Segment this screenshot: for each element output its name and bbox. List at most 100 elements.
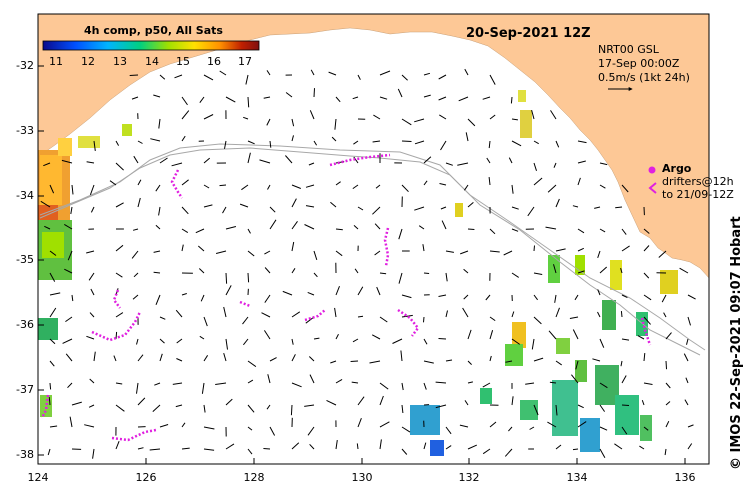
current-arrow [137,354,144,362]
current-arrow [423,316,425,323]
current-arrow [353,156,359,164]
current-arrow [569,316,579,319]
current-arrow [658,250,667,258]
current-arrow [86,250,95,254]
current-arrow [225,285,232,296]
current-arrow [115,331,118,340]
current-arrow [357,206,364,211]
current-arrow [335,228,343,231]
current-arrow [199,96,205,103]
current-arrow [159,316,166,320]
current-arrow [663,312,667,318]
current-arrow [357,418,362,428]
current-arrow [621,404,630,406]
current-arrow [69,416,73,428]
current-arrow [291,382,302,388]
current-arrow [439,183,447,186]
current-arrow [489,228,496,235]
current-arrow [133,272,139,278]
land-australia [37,13,710,279]
current-arrow [615,206,623,209]
current-arrow [533,177,543,186]
current-arrow [291,442,300,450]
current-arrow [330,201,337,208]
current-arrow [215,382,227,385]
current-arrow [335,286,340,296]
current-arrow [49,292,61,296]
current-arrow [423,382,427,390]
current-arrow [460,250,469,255]
current-arrow [86,161,95,164]
current-arrow [150,138,161,142]
current-arrow [687,294,696,300]
current-arrow [414,140,425,145]
current-arrow [137,447,144,450]
current-arrow [49,382,52,390]
current-arrow [115,140,120,146]
current-arrow [465,132,469,142]
current-arrow [643,245,650,252]
current-arrow [438,74,447,80]
current-arrow [155,294,161,305]
current-arrow [225,338,228,350]
current-arrow [247,228,251,234]
current-arrow [620,267,623,274]
current-arrow [335,378,343,384]
current-arrow [463,268,469,274]
current-arrow [577,160,586,164]
current-arrow [89,312,95,318]
current-arrow [439,114,447,120]
current-arrow [441,220,447,230]
current-arrow [269,357,277,362]
current-arrow [247,404,255,413]
current-arrow [313,140,318,146]
current-arrow [149,448,161,451]
current-arrow [153,250,161,253]
current-arrow [261,312,271,318]
current-arrow [291,311,301,318]
current-arrow [457,162,469,166]
current-arrow [49,250,57,256]
current-arrow [115,272,123,278]
current-arrow [47,448,51,456]
current-arrow [223,352,227,362]
current-arrow [529,426,535,430]
current-arrow [115,202,124,208]
current-arrow [643,382,653,385]
current-arrow [181,244,184,252]
current-arrow [503,250,513,256]
current-arrow [555,307,560,318]
argo-tracks [40,153,652,442]
current-arrow [435,381,447,384]
current-arrow [423,94,431,98]
current-arrow [291,118,295,127]
current-arrow [511,184,514,194]
current-arrow [291,221,298,230]
current-arrow [203,355,209,362]
current-arrow [486,157,491,164]
info-line-3: 0.5m/s (1kt 24h) [598,71,690,84]
current-arrow [643,316,651,325]
current-arrow [423,272,430,274]
colorbar-tick: 16 [207,55,221,68]
argo-drifter-legend-marker [648,182,657,194]
current-arrow [267,374,271,384]
lat-label: -33 [16,124,34,137]
argo-label: Argo [662,162,692,175]
current-arrow [335,181,341,186]
current-arrow [599,426,608,431]
current-arrow [49,272,56,282]
current-arrow [181,135,186,142]
current-arrow [599,266,608,274]
current-arrow [225,398,233,406]
current-arrow [467,381,474,384]
current-arrow [353,225,359,230]
current-arrow [92,448,95,459]
current-arrow [637,335,645,340]
current-arrow [308,356,315,362]
current-arrow [305,184,315,188]
axis-ticks [37,65,686,464]
current-arrow [203,74,214,81]
current-arrow [113,355,117,362]
current-arrow [154,382,161,386]
